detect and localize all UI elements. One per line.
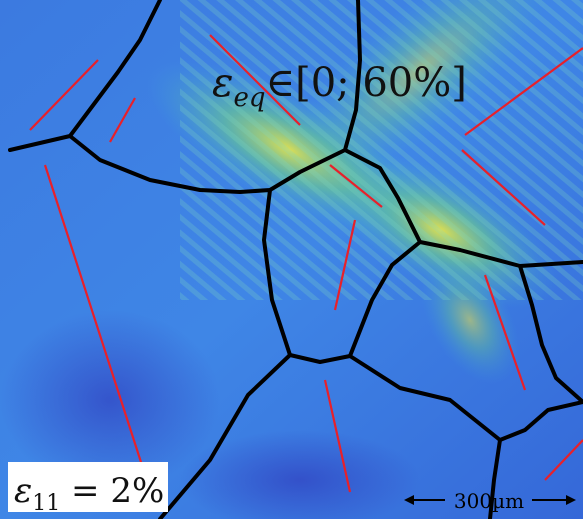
grain-boundaries [8,0,583,519]
scale-bar: 300µm [404,489,576,513]
scale-bar-label: 300µm [454,489,524,513]
slip-trace [323,379,352,493]
range-subscript: eq [233,83,265,113]
slip-trace [461,149,546,226]
load-symbol: ε [14,471,32,511]
slip-trace [464,47,583,136]
cool-zone [180,430,420,519]
load-label: ε11 = 2% [14,471,164,516]
slip-traces [29,34,583,493]
range-text: ∈[0; 60%] [266,60,467,106]
grain-boundary [8,0,162,152]
slip-trace [483,274,527,391]
slip-trace [329,164,383,208]
slip-bands [180,0,583,300]
scale-arrowhead [566,495,576,505]
load-label-box [8,462,168,512]
grain-boundary [488,438,502,519]
slip-trace [29,59,99,131]
grain-boundary [262,188,292,357]
grain-boundary [518,264,583,404]
load-subscript: 11 [32,491,60,516]
slip-trace [544,439,583,481]
load-text: = 2% [60,471,164,511]
strain-range-label: εeq∈[0; 60%] [212,60,467,113]
slip-trace [333,219,357,311]
slip-trace [109,97,136,143]
grain-boundary [348,240,422,358]
cool-zone [0,310,220,490]
slip-trace [209,34,301,126]
slip-trace [43,164,152,491]
grain-boundary [158,353,292,519]
grain-boundary [288,353,352,364]
scale-arrowhead [404,495,414,505]
range-symbol: ε [212,60,233,106]
